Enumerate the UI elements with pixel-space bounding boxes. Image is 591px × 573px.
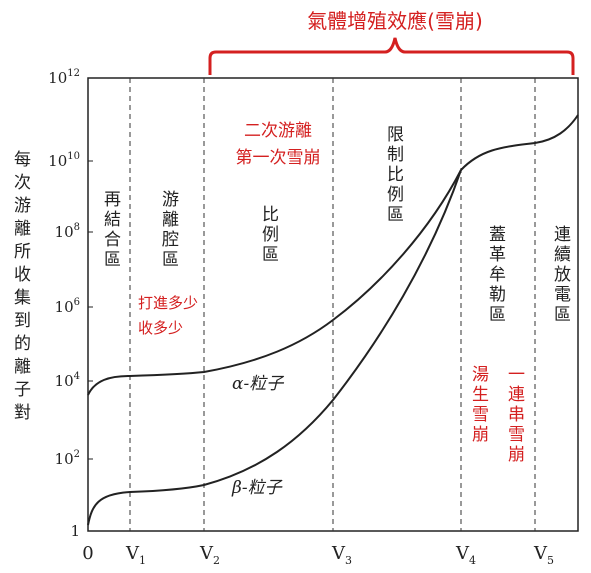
- alpha-curve: [87, 114, 579, 396]
- x-tick-label: V3: [331, 543, 352, 567]
- y-tick-label: 108: [55, 222, 80, 241]
- tick-base: 10: [55, 298, 74, 316]
- curve-label: β-粒子: [231, 478, 283, 498]
- y-tick-label: 106: [55, 297, 80, 316]
- tick-exp: 10: [67, 151, 80, 162]
- tick-base: V: [199, 543, 214, 564]
- tick-sub: 4: [469, 554, 476, 567]
- tick-sub: 5: [547, 554, 554, 567]
- tick-base: 10: [55, 450, 74, 468]
- tick-base: 10: [48, 152, 67, 170]
- annotation: 二次游離: [244, 121, 312, 141]
- curve-label: α-粒子: [232, 374, 284, 394]
- tick-base: V: [125, 543, 140, 564]
- region-label: 連續放電區: [550, 225, 571, 325]
- tick-base: V: [455, 543, 470, 564]
- tick-base: V: [331, 543, 346, 564]
- tick-base: V: [533, 543, 548, 564]
- tick-base: 10: [55, 223, 74, 241]
- y-tick-label: 1: [70, 522, 80, 540]
- tick-base: 1: [70, 522, 80, 540]
- region-label: 限制比例區: [383, 125, 404, 225]
- y-axis-label: 每次游離所收集到的離子對: [10, 150, 31, 426]
- tick-sub: 3: [345, 554, 352, 567]
- title: 氣體增殖效應(雪崩): [307, 9, 483, 33]
- beta-curve: [87, 169, 462, 526]
- annotation: 打進多少: [138, 294, 198, 312]
- annotations: 二次游離 第一次雪崩 打進多少 收多少 湯生雪崩 一連串雪崩: [138, 121, 525, 465]
- tick-exp: 12: [67, 68, 80, 79]
- tick-sub: 2: [213, 554, 220, 567]
- x-tick-label: 0: [82, 543, 93, 564]
- y-tick-label: 1010: [48, 151, 80, 170]
- tick-exp: 8: [74, 222, 80, 233]
- x-tick-label: V1: [125, 543, 146, 567]
- annotation: 一連串雪崩: [504, 365, 525, 465]
- annotation: 第一次雪崩: [236, 148, 321, 168]
- y-tick-label: 102: [55, 449, 80, 468]
- x-tick-label: V2: [199, 543, 220, 567]
- region-label: 再結合區: [100, 190, 121, 270]
- tick-sub: 1: [139, 554, 146, 567]
- annotation: 湯生雪崩: [468, 365, 489, 445]
- region-dividers: [129, 78, 536, 531]
- y-tick-label: 104: [55, 371, 80, 390]
- x-tick-label: V4: [455, 543, 476, 567]
- region-label: 比例區: [258, 205, 279, 265]
- tick-exp: 6: [74, 297, 80, 308]
- tick-exp: 4: [74, 371, 80, 382]
- region-label: 游離腔區: [158, 190, 179, 270]
- x-tick-label: V5: [533, 543, 554, 567]
- tick-base: 0: [82, 543, 93, 564]
- region-label: 蓋革牟勒區: [485, 225, 506, 325]
- tick-base: 10: [48, 69, 67, 87]
- region-labels: 再結合區 游離腔區 比例區 限制比例區 蓋革牟勒區 連續放電區: [100, 125, 571, 325]
- tick-exp: 2: [74, 449, 80, 460]
- bracket: [208, 37, 575, 75]
- y-tick-label: 1012: [48, 68, 80, 87]
- tick-base: 10: [55, 372, 74, 390]
- annotation: 收多少: [138, 319, 183, 337]
